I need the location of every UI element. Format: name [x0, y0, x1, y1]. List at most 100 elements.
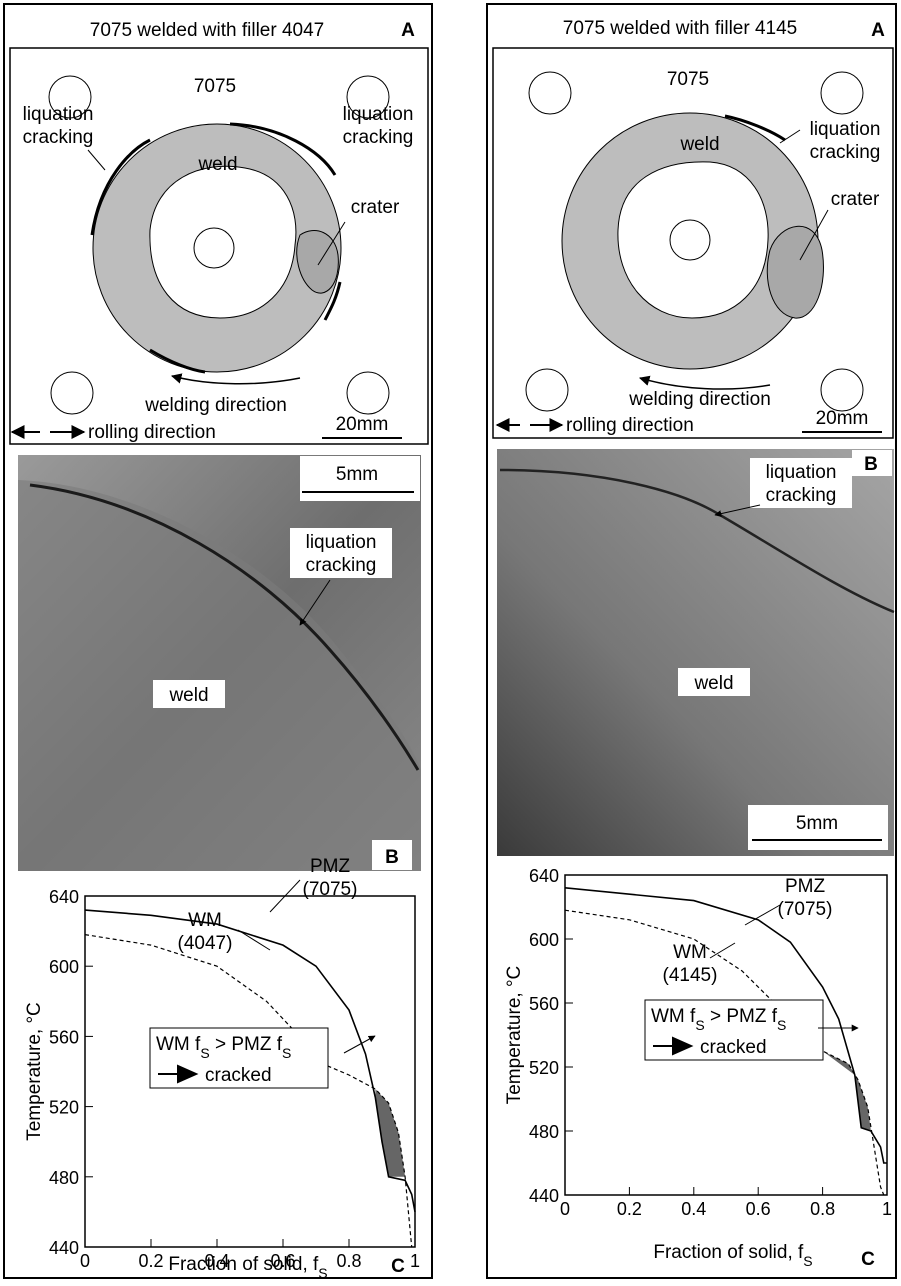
x-label-text: Fraction of solid, f: [653, 1242, 804, 1263]
crack-label: cracking: [306, 555, 377, 576]
cracked-region: [823, 1051, 871, 1131]
crack-label: liquation: [766, 462, 837, 483]
y-tick-label: 440: [529, 1186, 559, 1206]
x-tick-label: 0.8: [336, 1251, 361, 1271]
hole: [821, 72, 863, 114]
hole: [670, 220, 710, 260]
x-tick-label: 0: [560, 1199, 570, 1219]
series-note: (4145): [663, 965, 718, 986]
series-note: (7075): [778, 899, 833, 920]
scale-label: 5mm: [336, 464, 378, 485]
panel-label: A: [401, 20, 415, 41]
criterion-part: WM f: [651, 1006, 696, 1027]
crack-label: cracking: [23, 127, 94, 148]
x-axis-label: Fraction of solid, fS: [168, 1254, 327, 1281]
micrograph-left: 5mm liquation cracking weld B: [18, 455, 421, 871]
welding-label: welding direction: [144, 395, 287, 416]
series-label: PMZ: [785, 876, 826, 897]
x-tick-label: 0.8: [810, 1199, 835, 1219]
series-label: PMZ: [310, 856, 351, 877]
cracked-region: [375, 1089, 405, 1177]
series-label: WM: [188, 910, 222, 931]
y-tick-label: 560: [529, 994, 559, 1014]
weld-label: weld: [197, 154, 237, 175]
panel-label: B: [385, 847, 399, 868]
criterion-part: S: [282, 1045, 291, 1061]
rolling-label: rolling direction: [566, 415, 694, 436]
criterion-part: > PMZ f: [705, 1006, 778, 1027]
curve: [85, 935, 412, 1247]
x-tick-label: 0: [80, 1251, 90, 1271]
weld-label: weld: [693, 673, 733, 694]
leader: [780, 130, 800, 143]
y-tick-label: 480: [49, 1168, 79, 1188]
criterion-part: WM f: [156, 1034, 201, 1055]
panel-label: B: [864, 454, 878, 475]
scale-label: 5mm: [796, 813, 838, 834]
x-label-sub: S: [803, 1253, 812, 1269]
crater: [767, 226, 823, 318]
criterion-part: S: [695, 1017, 704, 1033]
figure: 7075 welded with filler 4047 A 7075 weld…: [0, 0, 901, 1281]
cracked-label: cracked: [700, 1037, 767, 1058]
x-tick-label: 0.2: [138, 1251, 163, 1271]
x-tick-label: 0.4: [681, 1199, 706, 1219]
base-label: 7075: [194, 76, 236, 97]
y-tick-label: 560: [49, 1027, 79, 1047]
crack-label: cracking: [810, 142, 881, 163]
y-tick-label: 600: [529, 930, 559, 950]
x-tick-label: 1: [410, 1251, 420, 1271]
scale-label: 20mm: [336, 414, 389, 435]
scale-label: 20mm: [816, 408, 869, 429]
cracked-label: cracked: [205, 1065, 272, 1086]
x-label-text: Fraction of solid, f: [168, 1254, 319, 1275]
y-tick-label: 520: [529, 1058, 559, 1078]
hole: [821, 369, 863, 411]
y-axis-label: Temperature, °C: [504, 966, 525, 1105]
x-tick-label: 1: [882, 1199, 892, 1219]
y-axis-label: Temperature, °C: [24, 1002, 45, 1141]
crack-label: liquation: [306, 532, 377, 553]
panel-label: C: [861, 1249, 875, 1270]
welding-arrow: [172, 376, 300, 384]
y-tick-label: 640: [529, 866, 559, 886]
hole: [529, 72, 571, 114]
series-note: (4047): [178, 933, 233, 954]
photo: [497, 449, 894, 856]
y-tick-label: 520: [49, 1098, 79, 1118]
x-label-sub: S: [318, 1265, 327, 1281]
page: { "diagrams": [ {"title": "7075 welded w…: [0, 0, 901, 1286]
criterion-part: S: [777, 1017, 786, 1033]
series-note: (7075): [303, 879, 358, 900]
chart: 440 480 520 560 600 640 0 0.2 0.4 0.6 0.8 1 Temperat…: [504, 866, 892, 1270]
crack-label: liquation: [343, 104, 414, 125]
crater-label: crater: [351, 197, 400, 218]
hole: [194, 228, 234, 268]
criterion-part: > PMZ f: [210, 1034, 283, 1055]
weld-label: weld: [168, 685, 208, 706]
diagram-left: 7075 welded with filler 4047 A 7075 weld…: [10, 20, 428, 444]
x-tick-label: 0.6: [746, 1199, 771, 1219]
panel-label: C: [391, 1256, 405, 1277]
diagram-right: 7075 welded with filler 4145 A 7075 weld…: [493, 18, 893, 438]
hole: [347, 372, 389, 414]
crack-label: cracking: [766, 485, 837, 506]
crack-label: liquation: [810, 119, 881, 140]
title: 7075 welded with filler 4145: [563, 18, 798, 39]
y-tick-label: 480: [529, 1122, 559, 1142]
criterion-part: S: [200, 1045, 209, 1061]
crater-label: crater: [831, 189, 880, 210]
body: 7075 welded with filler 4047 A 7075 weld…: [0, 0, 901, 1286]
x-axis-label: Fraction of solid, fS: [653, 1242, 812, 1269]
hole: [526, 369, 568, 411]
weld-label: weld: [679, 134, 719, 155]
leader: [710, 943, 735, 958]
x-tick-label: 0.2: [617, 1199, 642, 1219]
rolling-label: rolling direction: [88, 422, 216, 443]
welding-arrow: [640, 378, 770, 389]
crack-label: liquation: [23, 104, 94, 125]
title: 7075 welded with filler 4047: [90, 20, 325, 41]
micrograph-right: B liquation cracking weld 5mm: [497, 449, 894, 856]
y-tick-label: 440: [49, 1238, 79, 1258]
